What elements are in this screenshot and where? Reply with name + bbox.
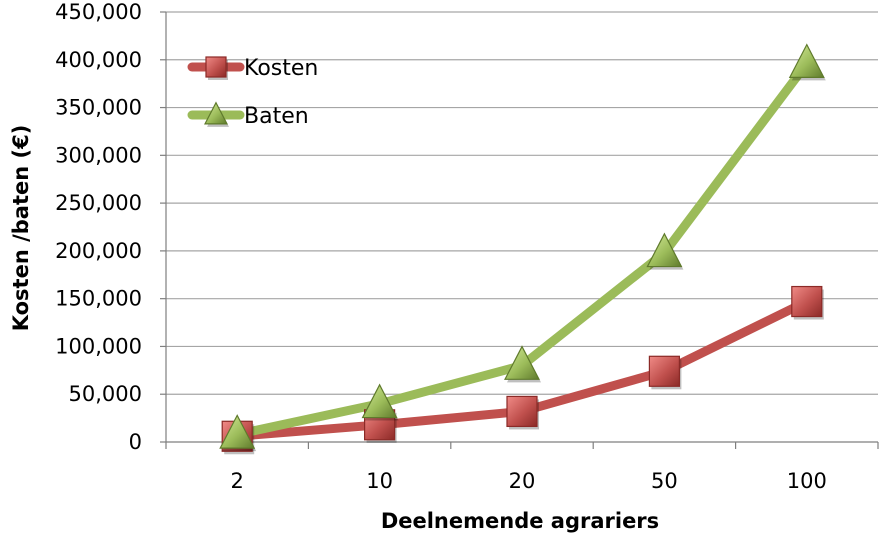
y-tick-label: 250,000 [55,191,142,215]
data-point-baten-shape [646,232,683,268]
data-point-baten-shape [361,383,398,419]
data-point-kosten-shape [648,355,681,387]
legend-marker-baten [204,101,229,127]
y-axis-title: Kosten /baten (€) [9,125,33,332]
data-point-kosten [506,395,539,430]
legend-item-baten: Baten [187,101,309,129]
x-axis-title: Deelnemende agrariers [381,509,659,533]
legend-marker-kosten [205,56,228,80]
data-point-baten [788,43,826,81]
y-tick-label: 100,000 [55,334,142,358]
legend-marker-kosten-shape [205,56,227,78]
data-series [219,43,826,455]
data-point-baten-shape [219,414,256,449]
legend-item-kosten: Kosten [187,56,318,81]
y-tick-label: 300,000 [55,143,142,167]
y-tick-label: 200,000 [55,239,142,263]
legend-marker-baten-shape [204,101,228,125]
x-tick-label: 50 [651,469,678,493]
data-point-kosten [648,355,682,390]
y-tick-label: 400,000 [55,48,142,72]
data-point-baten-shape [788,43,825,78]
gridlines [166,11,878,395]
data-point-kosten [791,285,824,320]
x-tick-label: 100 [787,469,827,493]
y-tick-label: 350,000 [55,96,142,120]
x-tick-label: 2 [231,469,244,493]
y-tick-label: 50,000 [69,382,142,406]
data-point-baten [646,232,684,270]
x-tick-label: 20 [509,469,536,493]
axes: 0 50,000 100,000 150,000 200,000 250,000 300,0… [55,0,879,493]
data-point-baten [219,414,257,452]
data-point-kosten-shape [791,285,823,318]
y-tick-label: 0 [129,430,142,454]
y-tick-label: 450,000 [55,0,142,24]
x-tick-label: 10 [366,469,393,493]
y-tick-label: 150,000 [55,287,142,311]
data-point-kosten-shape [506,395,538,428]
legend: Kosten Baten [187,56,318,129]
legend-label-baten: Baten [244,104,309,129]
data-point-baten [361,383,399,421]
legend-label-kosten: Kosten [244,56,318,81]
data-point-baten-shape [504,345,540,380]
data-point-baten [504,345,541,383]
